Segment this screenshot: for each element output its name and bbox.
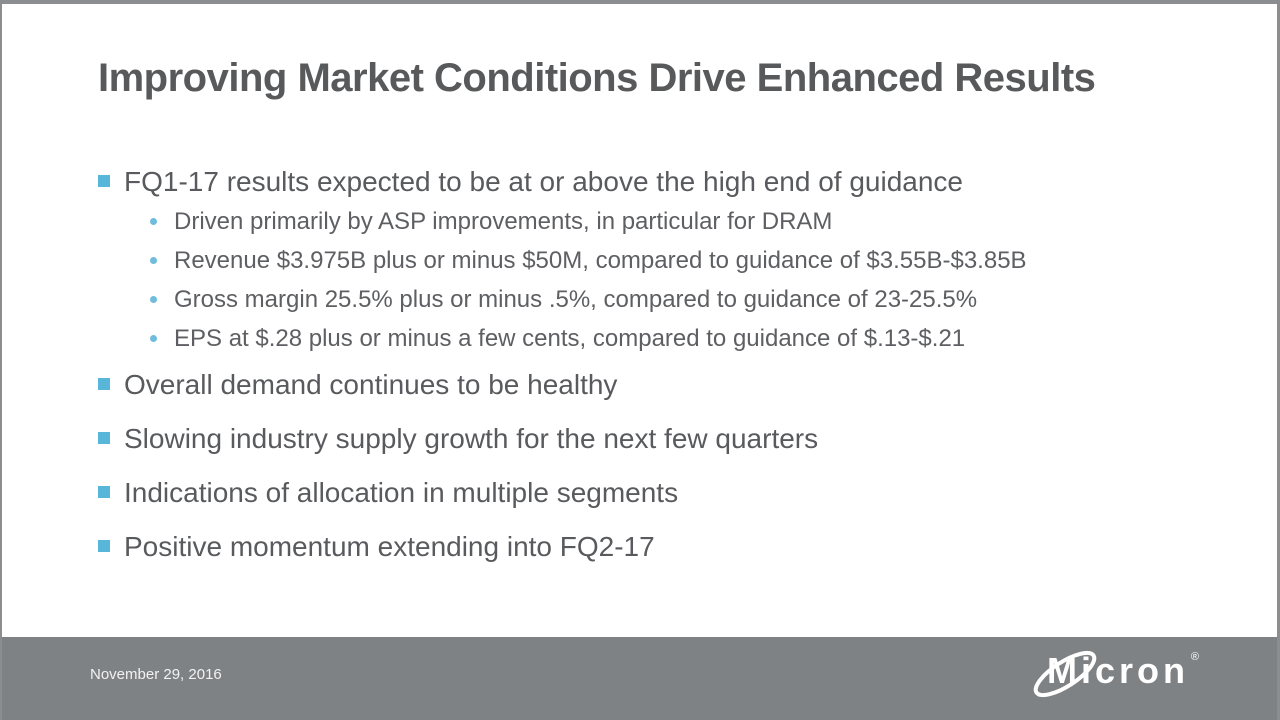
bullet-item: Indications of allocation in multiple se…	[98, 475, 678, 511]
bullet-square-icon	[98, 432, 110, 444]
bullet-text: Indications of allocation in multiple se…	[124, 477, 679, 508]
bullet-text: Slowing industry supply growth for the n…	[124, 423, 819, 454]
footer-bar: November 29, 2016 Micron ®	[2, 637, 1277, 720]
bullet-square-icon	[98, 486, 110, 498]
bullet-dot-icon	[150, 295, 157, 303]
sub-bullet-item: Gross margin 25.5% plus or minus .5%, co…	[150, 285, 977, 315]
bullet-dot-icon	[150, 217, 157, 225]
bullet-text: Positive momentum extending into FQ2-17	[124, 531, 655, 562]
micron-logo-text: Micron	[1046, 650, 1189, 691]
sub-bullet-text: Revenue $3.975B plus or minus $50M, comp…	[174, 247, 1027, 274]
bullet-item: Slowing industry supply growth for the n…	[98, 421, 818, 457]
micron-logo: Micron ®	[1033, 650, 1199, 698]
sub-bullet-item: EPS at $.28 plus or minus a few cents, c…	[150, 324, 965, 354]
sub-bullet-item: Driven primarily by ASP improvements, in…	[150, 207, 832, 237]
bullet-dot-icon	[150, 256, 157, 264]
bullet-text: Overall demand continues to be healthy	[124, 369, 618, 400]
sub-bullet-item: Revenue $3.975B plus or minus $50M, comp…	[150, 246, 1027, 276]
bullet-square-icon	[98, 540, 110, 552]
bullet-text: FQ1-17 results expected to be at or abov…	[124, 166, 964, 197]
registered-trademark: ®	[1190, 651, 1199, 663]
bullet-item: Overall demand continues to be healthy	[98, 367, 617, 403]
bullet-square-icon	[98, 175, 110, 187]
bullet-item: Positive momentum extending into FQ2-17	[98, 529, 655, 565]
sub-bullet-text: Gross margin 25.5% plus or minus .5%, co…	[174, 286, 978, 313]
sub-bullet-text: Driven primarily by ASP improvements, in…	[174, 208, 833, 235]
bullet-item: FQ1-17 results expected to be at or abov…	[98, 164, 963, 200]
sub-bullet-text: EPS at $.28 plus or minus a few cents, c…	[174, 325, 966, 352]
bullet-dot-icon	[150, 334, 157, 342]
footer-date: November 29, 2016	[90, 666, 222, 683]
bullet-square-icon	[98, 378, 110, 390]
slide-title: Improving Market Conditions Drive Enhanc…	[98, 56, 1096, 100]
orbit-ellipse-icon	[1033, 650, 1097, 698]
